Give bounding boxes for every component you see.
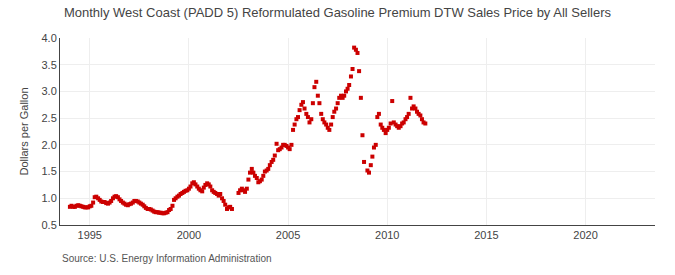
- svg-text:2005: 2005: [276, 229, 300, 241]
- svg-text:1.0: 1.0: [42, 192, 57, 204]
- svg-text:2010: 2010: [375, 229, 399, 241]
- svg-text:2015: 2015: [474, 229, 498, 241]
- svg-text:3.5: 3.5: [42, 59, 57, 71]
- svg-text:Monthly West Coast (PADD 5) Re: Monthly West Coast (PADD 5) Reformulated…: [64, 5, 612, 20]
- svg-text:0.5: 0.5: [42, 219, 57, 231]
- svg-text:2.5: 2.5: [42, 112, 57, 124]
- svg-text:1995: 1995: [78, 229, 102, 241]
- svg-text:2020: 2020: [573, 229, 597, 241]
- svg-text:Source: U.S. Energy Informatio: Source: U.S. Energy Information Administ…: [62, 253, 272, 264]
- svg-text:3.0: 3.0: [42, 85, 57, 97]
- svg-text:1.5: 1.5: [42, 165, 57, 177]
- svg-text:Dollars per Gallon: Dollars per Gallon: [18, 87, 30, 175]
- svg-text:2000: 2000: [177, 229, 201, 241]
- svg-text:2.0: 2.0: [42, 139, 57, 151]
- svg-text:4.0: 4.0: [42, 32, 57, 44]
